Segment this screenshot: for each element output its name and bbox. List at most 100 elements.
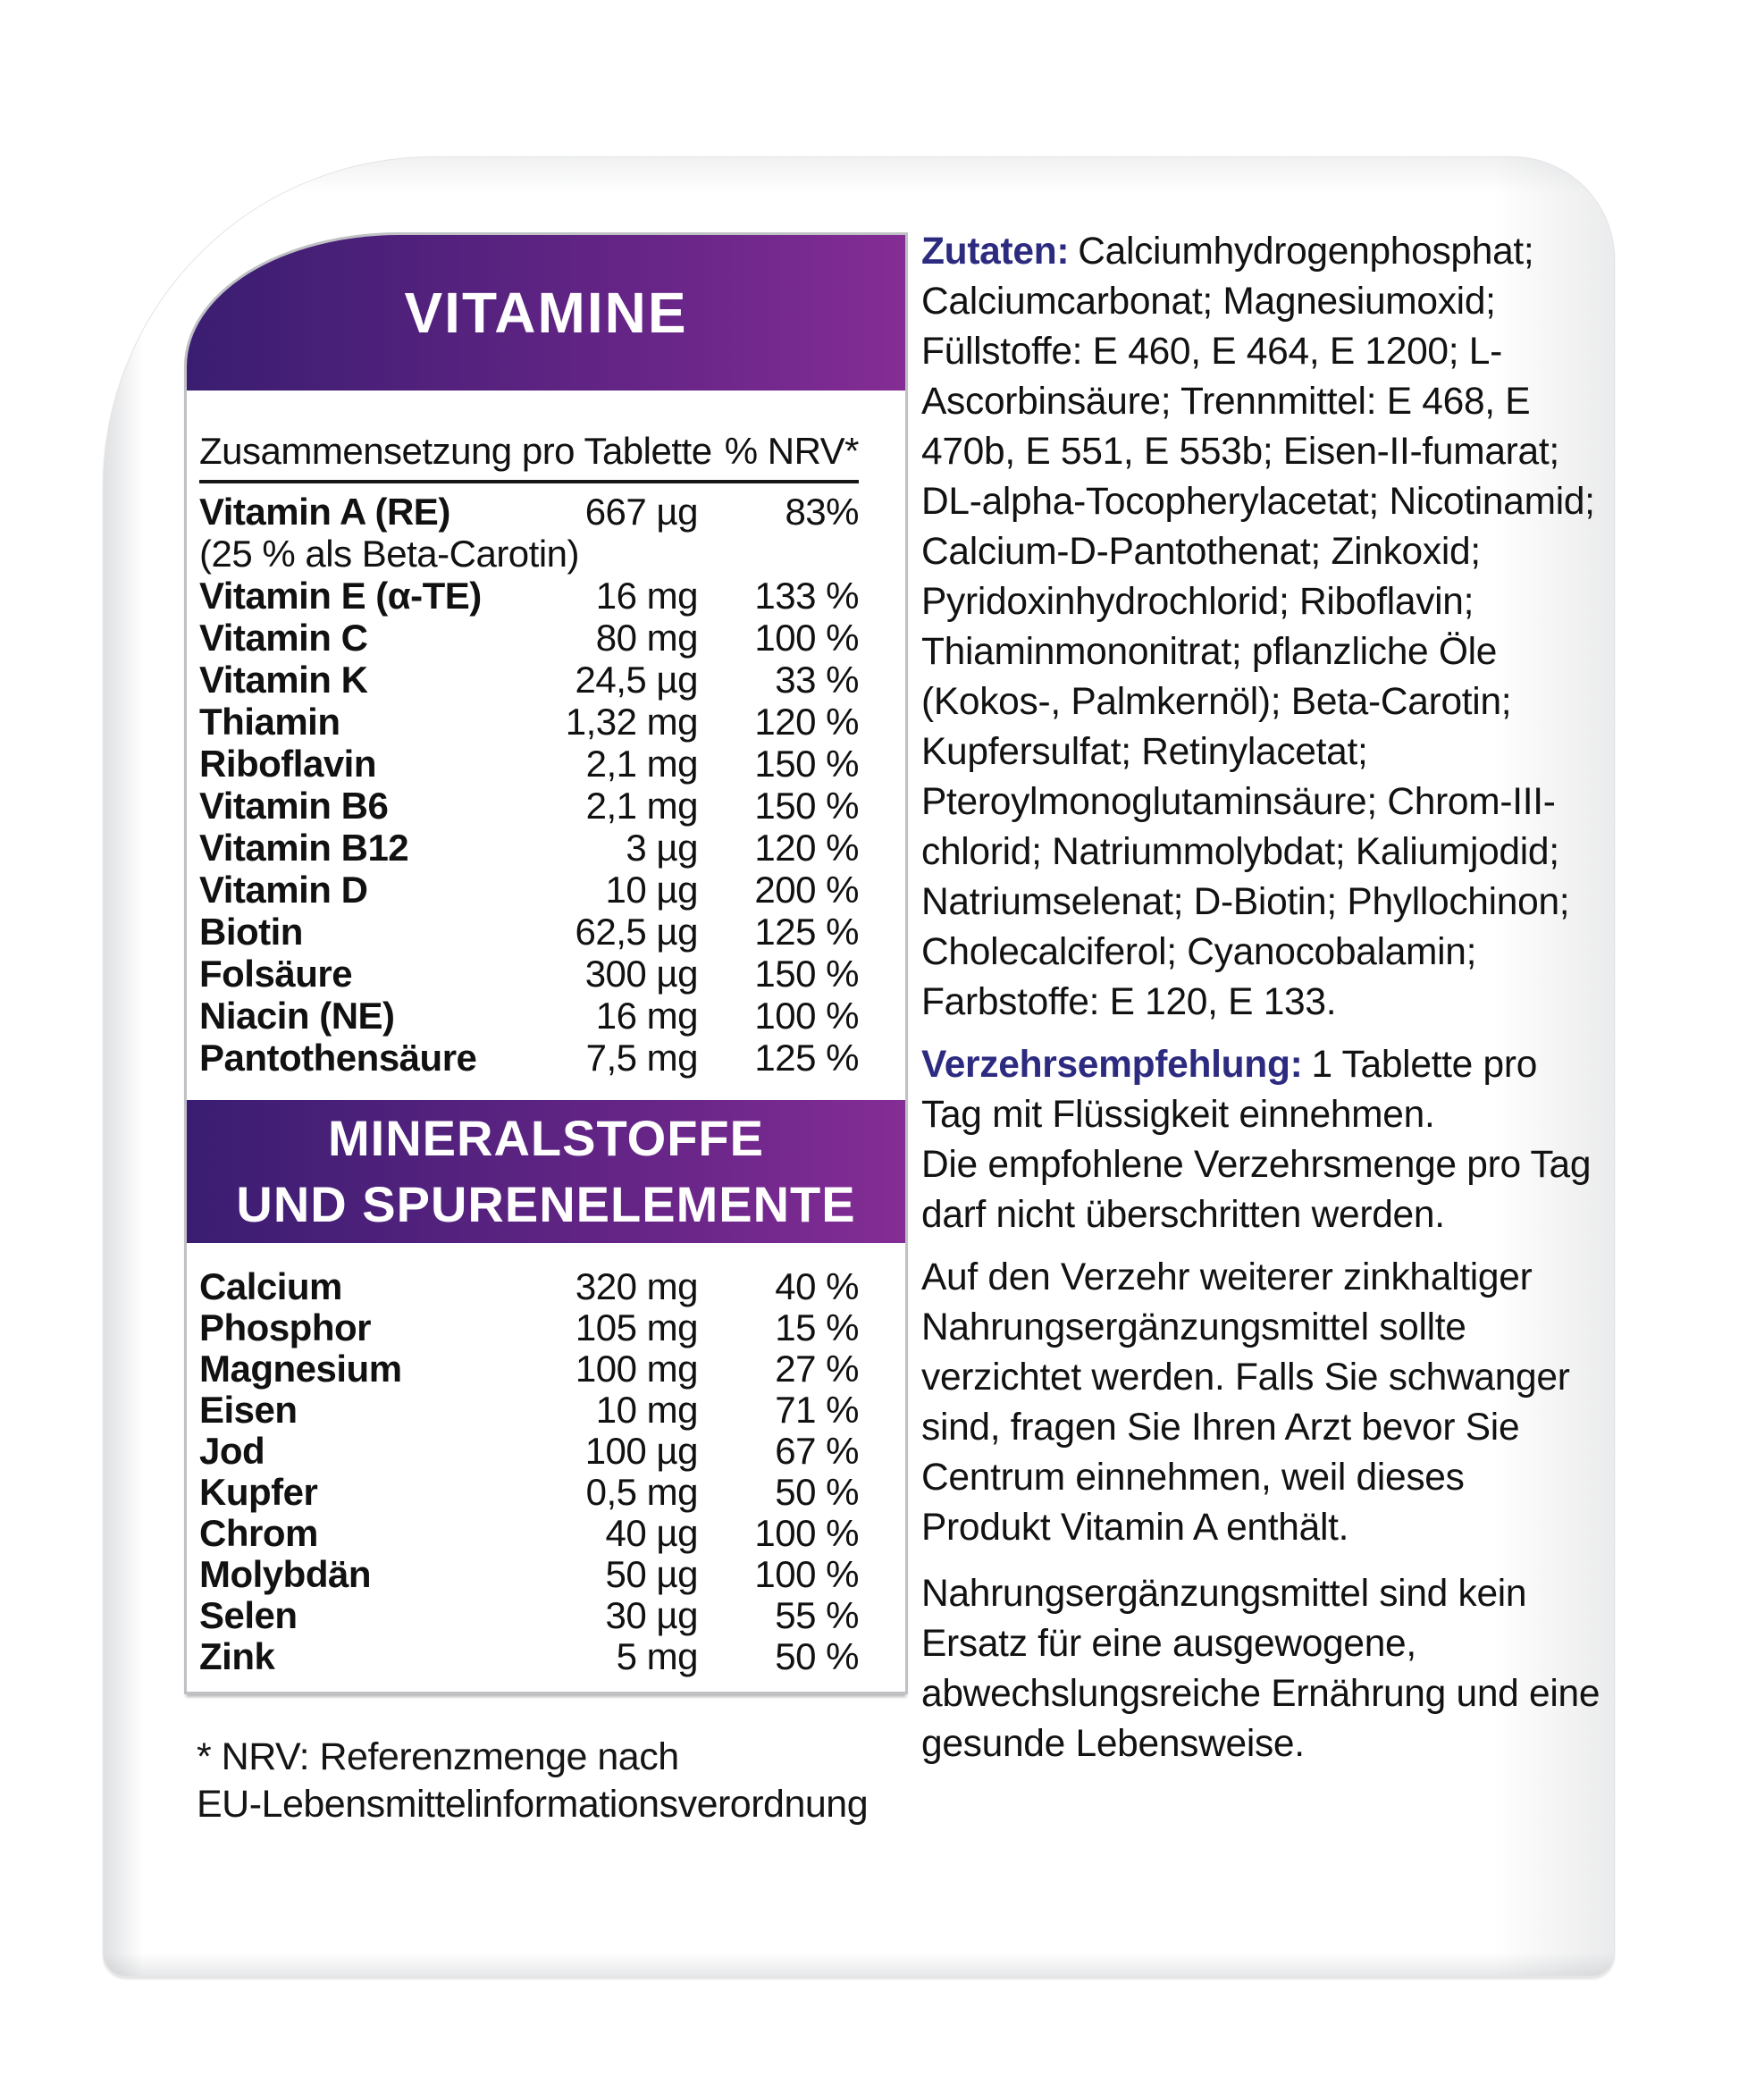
table-row: Niacin (NE) 16 mg 100 % bbox=[199, 995, 860, 1037]
dosage-paragraph: Verzehrsempfehlung: 1 Tablette pro Tag mi… bbox=[921, 1040, 1600, 1140]
nutrient-amount: 50 µg bbox=[605, 1553, 699, 1595]
nutrient-name: Vitamin B6 bbox=[199, 785, 389, 827]
table-row: Molybdän 50 µg 100 % bbox=[199, 1553, 860, 1595]
nutrient-nrv-percent: 40 % bbox=[775, 1265, 859, 1307]
info-column: Zutaten: Calciumhydrogenphosphat; Calcium… bbox=[921, 227, 1600, 1769]
nutrient-name: Vitamin A (RE) bbox=[199, 491, 450, 533]
nutrient-amount: 0,5 mg bbox=[585, 1471, 699, 1513]
minerals-table: Calcium 320 mg 40 % Phosphor 105 mg 15 % bbox=[199, 1265, 860, 1677]
nutrient-nrv-percent: 67 % bbox=[775, 1430, 859, 1472]
nutrient-name: Vitamin C bbox=[199, 617, 368, 659]
dosage-label: Verzehrsempfehlung: bbox=[921, 1044, 1303, 1086]
nutrient-name: Folsäure bbox=[199, 953, 353, 995]
nutrient-amount: 10 mg bbox=[595, 1389, 699, 1431]
dosage-text: 1 Tablette pro Tag mit Flüssigkeit einne… bbox=[921, 1044, 1538, 1136]
table-row: Calcium 320 mg 40 % bbox=[199, 1265, 860, 1307]
nrv-footnote-line1: * NRV: Referenzmenge nach bbox=[197, 1735, 679, 1778]
nutrient-amount: 300 µg bbox=[584, 953, 699, 995]
nutrient-nrv-percent: 100 % bbox=[754, 617, 859, 659]
dosage-warning-1: Die empfohlene Verzehrsmenge pro Tag dar… bbox=[921, 1144, 1592, 1236]
nutrient-nrv-percent: 100 % bbox=[754, 995, 859, 1037]
minerals-banner-line2: UND SPURENELEMENTE bbox=[236, 1176, 856, 1232]
nutrient-amount: 100 mg bbox=[575, 1348, 699, 1390]
nutrient-name: Magnesium bbox=[199, 1348, 402, 1390]
table-row: Magnesium 100 mg 27 % bbox=[199, 1348, 860, 1390]
nutrient-name: Jod bbox=[199, 1430, 265, 1472]
table-row: Thiamin 1,32 mg 120 % bbox=[199, 701, 860, 743]
nutrient-nrv-percent: 150 % bbox=[754, 743, 859, 785]
nutrient-nrv-percent: 27 % bbox=[775, 1348, 859, 1390]
nutrient-name: Chrom bbox=[199, 1512, 318, 1554]
table-row: Selen 30 µg 55 % bbox=[199, 1594, 860, 1636]
vitamins-banner: VITAMINE bbox=[187, 235, 905, 391]
minerals-banner-line1: MINERALSTOFFE bbox=[328, 1110, 764, 1166]
table-row: Vitamin D 10 µg 200 % bbox=[199, 869, 860, 911]
nutrient-nrv-percent: 50 % bbox=[775, 1471, 859, 1513]
table-row: Chrom 40 µg 100 % bbox=[199, 1512, 860, 1554]
nutrient-name: Selen bbox=[199, 1594, 298, 1636]
nutrient-amount: 2,1 mg bbox=[585, 785, 699, 827]
table-row: Vitamin E (α-TE) 16 mg 133 % bbox=[199, 575, 860, 617]
nutrient-amount: 667 µg bbox=[584, 491, 699, 533]
table-row: Biotin 62,5 µg 125 % bbox=[199, 911, 860, 953]
nutrient-nrv-percent: 200 % bbox=[754, 869, 859, 911]
table-row: Zink 5 mg 50 % bbox=[199, 1635, 860, 1677]
nutrient-name: Niacin (NE) bbox=[199, 995, 395, 1037]
nutrient-amount: 3 µg bbox=[626, 827, 698, 869]
nutrient-name: Vitamin E (α-TE) bbox=[199, 575, 482, 617]
nutrient-amount: 16 mg bbox=[595, 575, 699, 617]
nutrient-amount: 62,5 µg bbox=[575, 911, 699, 953]
table-row: Vitamin A (RE) 667 µg 83% (25 % als Beta… bbox=[199, 491, 860, 575]
nutrient-name: Zink bbox=[199, 1635, 275, 1677]
nutrient-nrv-percent: 125 % bbox=[754, 911, 859, 953]
table-row: Jod 100 µg 67 % bbox=[199, 1430, 860, 1472]
nutrient-amount: 5 mg bbox=[616, 1635, 699, 1677]
nutrient-amount: 40 µg bbox=[605, 1512, 699, 1554]
table-row: Vitamin K 24,5 µg 33 % bbox=[199, 659, 860, 701]
nutrient-name: Kupfer bbox=[199, 1471, 318, 1513]
nutrient-name: Eisen bbox=[199, 1389, 298, 1431]
nutrient-amount: 16 mg bbox=[595, 995, 699, 1037]
supplement-disclaimer: Nahrungsergänzungsmittel sind kein Ersat… bbox=[921, 1573, 1600, 1765]
nutrient-amount: 320 mg bbox=[575, 1265, 699, 1307]
nutrient-name: Calcium bbox=[199, 1265, 342, 1307]
table-row: Vitamin C 80 mg 100 % bbox=[199, 617, 860, 659]
nutrient-nrv-percent: 33 % bbox=[775, 659, 859, 701]
nutrient-nrv-percent: 71 % bbox=[775, 1389, 859, 1431]
nutrient-nrv-percent: 150 % bbox=[754, 785, 859, 827]
nutrient-name: Vitamin K bbox=[199, 659, 368, 701]
nutrient-name: Pantothensäure bbox=[199, 1037, 477, 1079]
table-row: Kupfer 0,5 mg 50 % bbox=[199, 1471, 860, 1513]
table-row: Eisen 10 mg 71 % bbox=[199, 1389, 860, 1431]
nutrient-amount: 2,1 mg bbox=[585, 743, 699, 785]
nutrient-amount: 100 µg bbox=[584, 1430, 699, 1472]
nutrient-amount: 24,5 µg bbox=[575, 659, 699, 701]
ingredients-label: Zutaten: bbox=[921, 231, 1070, 273]
table-row: Pantothensäure 7,5 mg 125 % bbox=[199, 1037, 860, 1079]
minerals-banner: MINERALSTOFFE UND SPURENELEMENTE bbox=[187, 1100, 905, 1243]
nutrient-amount: 80 mg bbox=[595, 617, 699, 659]
table-row: Vitamin B12 3 µg 120 % bbox=[199, 827, 860, 869]
nutrition-table-box: VITAMINE Zusammensetzung pro Tablette % … bbox=[184, 232, 908, 1694]
nutrient-nrv-percent: 55 % bbox=[775, 1594, 859, 1636]
nutrient-name: Riboflavin bbox=[199, 743, 377, 785]
nutrient-name: Vitamin B12 bbox=[199, 827, 409, 869]
nutrient-name: Phosphor bbox=[199, 1306, 372, 1348]
ingredients-paragraph: Zutaten: Calciumhydrogenphosphat; Calcium… bbox=[921, 227, 1600, 1028]
nrv-footnote-line2: EU-Lebensmittelinformationsverordnung bbox=[197, 1783, 869, 1826]
table-header: Zusammensetzung pro Tablette % NRV* bbox=[199, 430, 860, 483]
nutrient-amount: 7,5 mg bbox=[585, 1037, 699, 1079]
nutrient-nrv-percent: 100 % bbox=[754, 1512, 859, 1554]
nrv-footnote: * NRV: Referenzmenge nach EU-Lebensmitte… bbox=[197, 1734, 908, 1828]
vitamins-table: Vitamin A (RE) 667 µg 83% (25 % als Beta… bbox=[199, 491, 860, 1079]
nutrient-nrv-percent: 125 % bbox=[754, 1037, 859, 1079]
table-header-composition: Zusammensetzung pro Tablette bbox=[199, 430, 712, 472]
nutrient-name: Biotin bbox=[199, 911, 303, 953]
nutrient-name: Molybdän bbox=[199, 1553, 372, 1595]
label-card: VITAMINE Zusammensetzung pro Tablette % … bbox=[103, 156, 1615, 1977]
table-row: Vitamin B6 2,1 mg 150 % bbox=[199, 785, 860, 827]
nutrient-amount: 30 µg bbox=[605, 1594, 699, 1636]
nutrient-amount: 105 mg bbox=[575, 1306, 699, 1348]
nutrient-nrv-percent: 120 % bbox=[754, 701, 859, 743]
